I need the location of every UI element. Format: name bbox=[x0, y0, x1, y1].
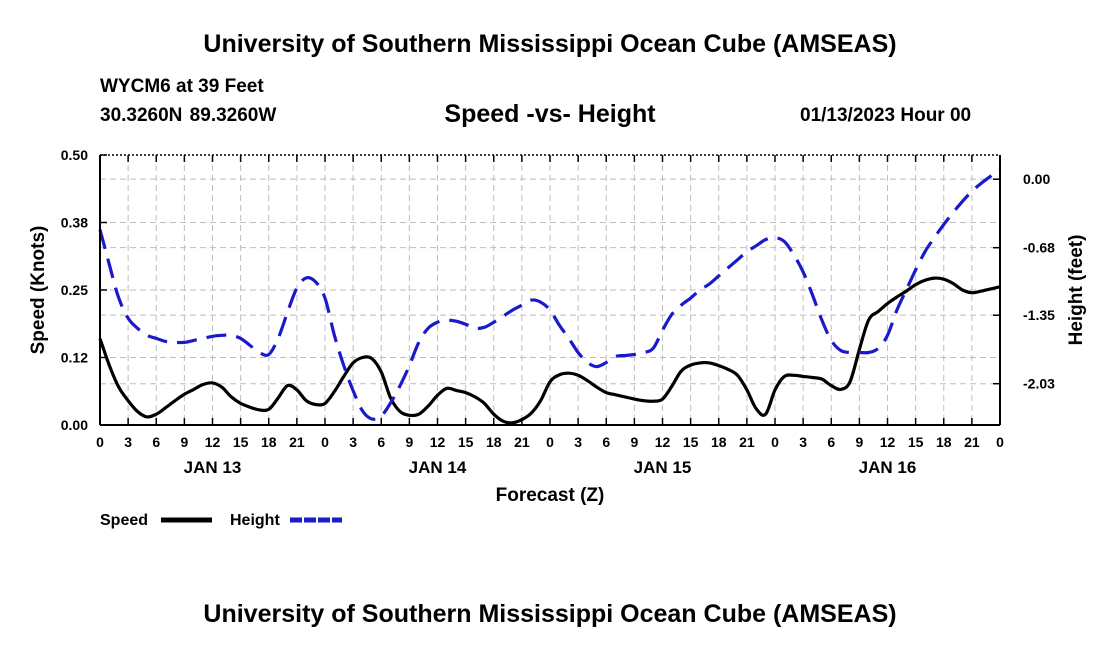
x-tick-label: 0 bbox=[321, 434, 329, 450]
x-tick-label: 18 bbox=[936, 434, 952, 450]
y-tick-label: 0.38 bbox=[61, 215, 88, 231]
day-label: JAN 15 bbox=[634, 458, 692, 477]
x-axis-title: Forecast (Z) bbox=[496, 485, 605, 506]
y2-axis-title: Height (feet) bbox=[1066, 235, 1087, 346]
x-tick-label: 18 bbox=[711, 434, 727, 450]
legend-label-speed: Speed bbox=[100, 512, 148, 529]
legend-label-height: Height bbox=[230, 512, 280, 529]
x-tick-label: 0 bbox=[771, 434, 779, 450]
legend: Speed Height bbox=[100, 512, 342, 529]
x-tick-label: 12 bbox=[655, 434, 671, 450]
x-tick-label: 6 bbox=[377, 434, 385, 450]
y-tick-label: 0.00 bbox=[61, 417, 88, 433]
y-tick-label: 0.50 bbox=[61, 147, 88, 163]
x-tick-label: 3 bbox=[349, 434, 357, 450]
x-tick-label: 21 bbox=[514, 434, 530, 450]
day-label: JAN 16 bbox=[859, 458, 917, 477]
y-axis-title: Speed (Knots) bbox=[28, 226, 49, 355]
x-tick-label: 6 bbox=[602, 434, 610, 450]
x-tick-label: 15 bbox=[908, 434, 924, 450]
x-tick-label: 21 bbox=[289, 434, 305, 450]
grid-lines bbox=[100, 155, 1000, 425]
x-tick-label: 21 bbox=[964, 434, 980, 450]
x-tick-label: 0 bbox=[96, 434, 104, 450]
x-tick-label: 15 bbox=[683, 434, 699, 450]
series-lines bbox=[98, 167, 1001, 425]
x-tick-label: 3 bbox=[574, 434, 582, 450]
x-tick-label: 18 bbox=[486, 434, 502, 450]
axes bbox=[99, 154, 1001, 426]
x-tick-label: 9 bbox=[180, 434, 188, 450]
x-tick-label: 12 bbox=[205, 434, 221, 450]
height-series-line bbox=[98, 167, 1001, 421]
coordinates-label: 30.3260N 89.3260W bbox=[100, 105, 277, 126]
x-tick-label: 18 bbox=[261, 434, 277, 450]
y2-tick-label: -1.35 bbox=[1023, 307, 1055, 323]
forecast-datetime: 01/13/2023 Hour 00 bbox=[800, 105, 972, 126]
x-tick-label: 3 bbox=[124, 434, 132, 450]
x-tick-label: 12 bbox=[430, 434, 446, 450]
x-tick-label: 6 bbox=[152, 434, 160, 450]
x-tick-label: 9 bbox=[405, 434, 413, 450]
x-tick-label: 6 bbox=[827, 434, 835, 450]
speed-series-line bbox=[98, 276, 1001, 425]
axis-labels: 0 3 6 9 12 15 18 21 0 3 6 9 12 15 18 21 0 3 6 9 12 15 18 21 0 3 6 9… bbox=[28, 147, 1087, 506]
day-label: JAN 13 bbox=[184, 458, 242, 477]
x-tick-label: 0 bbox=[996, 434, 1004, 450]
day-label: JAN 14 bbox=[409, 458, 467, 477]
footer-title: University of Southern Mississippi Ocean… bbox=[203, 600, 897, 628]
y-tick-label: 0.25 bbox=[61, 282, 88, 298]
x-tick-label: 0 bbox=[546, 434, 554, 450]
y2-tick-label: -0.68 bbox=[1023, 240, 1055, 256]
x-tick-label: 3 bbox=[799, 434, 807, 450]
y2-tick-label: -2.03 bbox=[1023, 376, 1055, 392]
x-tick-label: 12 bbox=[880, 434, 896, 450]
x-tick-label: 21 bbox=[739, 434, 755, 450]
x-tick-label: 15 bbox=[233, 434, 249, 450]
x-tick-label: 15 bbox=[458, 434, 474, 450]
chart-subtitle: Speed -vs- Height bbox=[444, 100, 656, 128]
x-tick-label: 9 bbox=[855, 434, 863, 450]
y-tick-label: 0.12 bbox=[61, 350, 88, 366]
y2-tick-label: 0.00 bbox=[1023, 171, 1050, 187]
x-tick-label: 9 bbox=[630, 434, 638, 450]
chart-title: University of Southern Mississippi Ocean… bbox=[203, 30, 897, 58]
station-label: WYCM6 at 39 Feet bbox=[100, 76, 264, 97]
